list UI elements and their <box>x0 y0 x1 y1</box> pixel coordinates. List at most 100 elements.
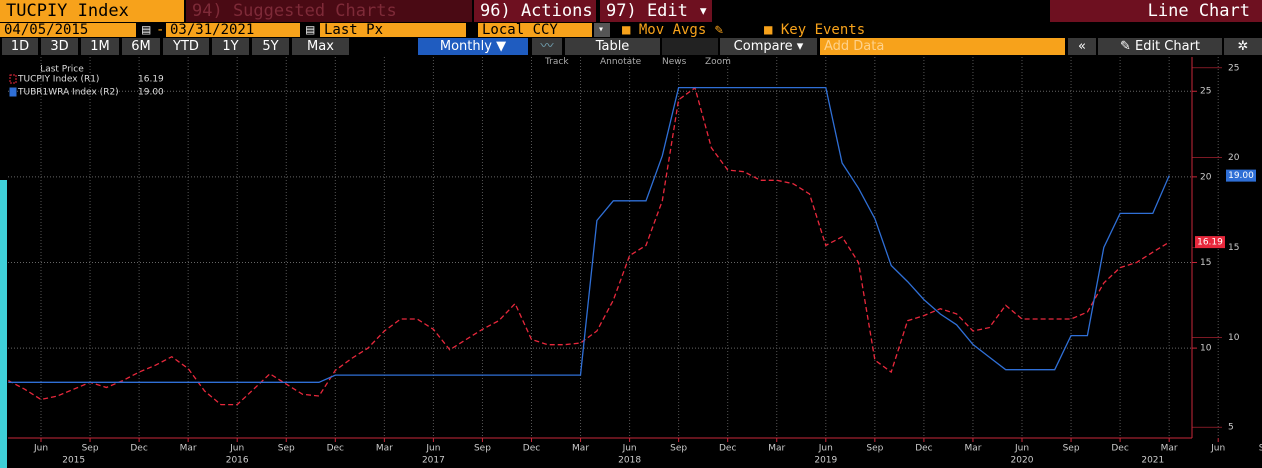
year-label: 2019 <box>814 456 837 466</box>
label: Key Events <box>780 23 866 37</box>
x-tick-label: Sep <box>670 444 687 454</box>
legend-label: TUBR1WRA Index (R2) <box>17 88 119 98</box>
y-tick-label: 10 <box>1200 344 1212 354</box>
x-tick-label: Sep <box>278 444 295 454</box>
price-field[interactable]: Last Px <box>320 23 466 37</box>
collapse-button[interactable]: « <box>1068 38 1096 55</box>
last-value-box <box>1195 236 1225 249</box>
settings-button[interactable]: ✲ <box>1224 38 1262 55</box>
x-tick-label: Dec <box>719 444 736 454</box>
end-date[interactable]: 03/31/2021 <box>166 23 300 37</box>
period-button[interactable]: YTD <box>163 38 209 55</box>
label: 96) Actions <box>480 1 593 21</box>
last-value-label: 19.00 <box>1228 171 1254 181</box>
x-tick-label: Jun <box>425 444 440 454</box>
edge-strip <box>0 180 7 468</box>
add-data-input[interactable]: Add Data <box>820 38 1065 55</box>
tool-button[interactable]: Track <box>545 57 569 67</box>
actions-menu[interactable]: 96) Actions ▾ <box>474 0 596 22</box>
year-label: 2017 <box>422 456 445 466</box>
legend-title: Last Price <box>40 65 84 75</box>
start-date[interactable]: 04/05/2015 <box>0 23 136 37</box>
period-button[interactable]: 6M <box>122 38 160 55</box>
mov-avgs[interactable]: ■ Mov Avgs ✎ <box>622 23 724 37</box>
calendar-icon[interactable]: ▤ <box>142 23 151 37</box>
x-tick-label: Sep <box>474 444 491 454</box>
year-label: 2016 <box>226 456 249 466</box>
legend-value: 19.00 <box>138 88 164 98</box>
ticker-box[interactable]: TUCPIY Index <box>0 0 184 22</box>
chart-type: Line Chart <box>1050 0 1262 22</box>
y2-tick-label: 25 <box>1228 63 1239 73</box>
x-tick-label: Jun <box>33 444 48 454</box>
year-label: 2021 <box>1141 456 1164 466</box>
frequency-button[interactable]: Monthly ▼ <box>418 38 528 55</box>
x-tick-label: Dec <box>523 444 540 454</box>
suggested-charts[interactable]: 94) Suggested Charts <box>186 0 472 22</box>
legend-value: 16.19 <box>138 75 164 85</box>
year-label: 2015 <box>62 456 85 466</box>
period-button[interactable]: 1Y <box>212 38 249 55</box>
y-tick-label: 20 <box>1200 172 1212 182</box>
period-button[interactable]: Max <box>292 38 349 55</box>
x-tick-label: Jun <box>229 444 244 454</box>
x-tick-label: Mar <box>768 444 785 454</box>
period-button[interactable]: 1D <box>2 38 38 55</box>
x-tick-label: Sep <box>82 444 99 454</box>
label: Monthly <box>439 39 492 54</box>
label: Edit Chart <box>1134 39 1201 54</box>
year-label: 2018 <box>618 456 641 466</box>
y2-tick-label: 20 <box>1228 153 1240 163</box>
x-tick-label: Sep <box>1063 444 1080 454</box>
x-tick-label: Mar <box>964 444 981 454</box>
chart-background <box>0 56 1262 468</box>
period-button[interactable]: 5Y <box>252 38 289 55</box>
x-tick-label: Dec <box>327 444 344 454</box>
tool-button[interactable]: Zoom <box>705 57 731 67</box>
compare-button[interactable]: Compare ▾ <box>720 38 817 55</box>
year-label: 2020 <box>1011 456 1034 466</box>
x-tick-label: Jun <box>1014 444 1029 454</box>
last-value-box <box>1226 169 1256 182</box>
x-tick-label: Jun <box>818 444 833 454</box>
y-tick-label: 25 <box>1200 87 1211 97</box>
key-events[interactable]: ■ Key Events <box>764 23 866 37</box>
currency-field[interactable]: Local CCY <box>478 23 592 37</box>
x-tick-label: Mar <box>180 444 197 454</box>
calendar-icon[interactable]: ▤ <box>306 23 315 37</box>
legend-swatch <box>9 74 17 84</box>
tool-button[interactable]: Annotate <box>600 57 642 67</box>
label: Compare <box>733 39 793 54</box>
x-tick-label: Sep <box>866 444 883 454</box>
series-line <box>8 86 1170 383</box>
y2-tick-label: 15 <box>1228 243 1239 253</box>
edit-chart-button[interactable]: ✎ Edit Chart <box>1098 38 1222 55</box>
period-button[interactable]: 1M <box>81 38 119 55</box>
last-value-label: 16.19 <box>1197 238 1223 248</box>
x-tick-label: Mar <box>376 444 393 454</box>
y-tick-label: 15 <box>1200 258 1211 268</box>
tool-button[interactable]: News <box>662 57 687 67</box>
label: 97) Edit <box>606 1 688 21</box>
date-separator: - <box>156 23 165 37</box>
label: Mov Avgs <box>638 23 707 37</box>
y2-tick-label: 5 <box>1228 423 1234 433</box>
line-icon[interactable]: 〰 <box>532 38 562 55</box>
currency-dropdown[interactable]: ▾ <box>594 23 610 37</box>
x-tick-label: Dec <box>130 444 147 454</box>
y2-tick-label: 10 <box>1228 333 1240 343</box>
legend-swatch <box>9 87 17 97</box>
x-tick-label: Dec <box>915 444 932 454</box>
series-line <box>7 86 1170 406</box>
x-tick-label: Mar <box>1161 444 1178 454</box>
x-tick-label: Sep <box>1259 444 1262 454</box>
x-tick-label: Mar <box>572 444 589 454</box>
x-tick-label: Dec <box>1111 444 1128 454</box>
x-tick-label: Jun <box>622 444 637 454</box>
table-button[interactable]: Table <box>565 38 660 55</box>
edit-menu[interactable]: 97) Edit ▾ <box>600 0 712 22</box>
x-tick-label: Jun <box>1210 444 1225 454</box>
period-button[interactable]: 3D <box>41 38 78 55</box>
